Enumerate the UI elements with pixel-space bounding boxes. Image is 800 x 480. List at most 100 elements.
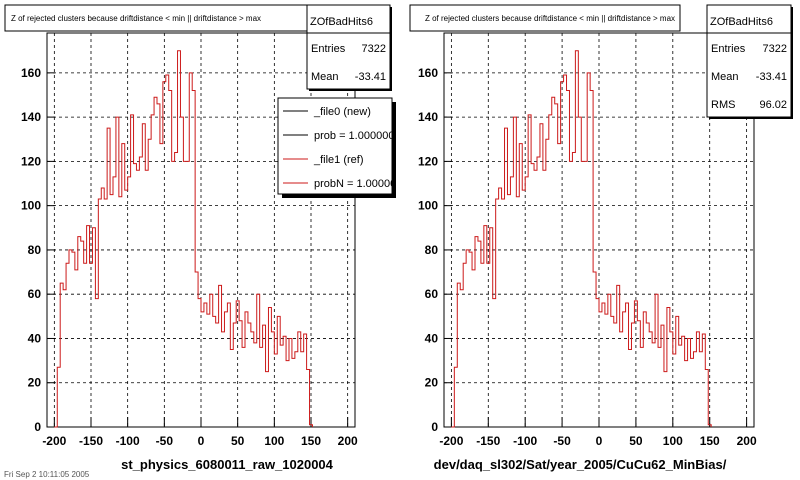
histogram-bin <box>540 124 543 427</box>
histogram-bin <box>60 283 63 427</box>
histogram-bin <box>558 144 561 427</box>
histogram-bin <box>266 372 269 427</box>
histogram-bin <box>207 314 210 427</box>
histogram-bin <box>593 272 596 427</box>
histogram-bin <box>611 316 614 427</box>
x-tick-label: 100 <box>663 434 683 448</box>
histogram-bin <box>528 115 531 427</box>
histogram-bin <box>98 199 101 427</box>
y-tick-label: 60 <box>28 287 42 301</box>
stats-label-entries: Entries <box>311 43 346 55</box>
histogram-bin <box>116 117 119 427</box>
histogram-bin <box>72 252 75 427</box>
histogram-bin <box>125 190 128 427</box>
x-tick-label: 0 <box>596 434 603 448</box>
histogram-bin <box>466 250 469 427</box>
histogram-bin <box>260 347 263 427</box>
histogram-bin <box>505 128 508 427</box>
histogram-bin <box>304 334 307 427</box>
histogram-bin <box>475 237 478 427</box>
histogram-bin <box>652 343 655 427</box>
histogram-bin <box>661 325 664 427</box>
histogram-bin <box>519 144 522 427</box>
histogram-bin <box>673 354 676 427</box>
histogram-bin <box>546 139 549 427</box>
histogram-bin <box>151 115 154 427</box>
histogram-bin <box>516 197 519 427</box>
y-tick-label: 140 <box>21 110 41 124</box>
histogram-bin <box>564 75 567 427</box>
histogram-bin <box>640 347 643 427</box>
histogram-bin <box>623 312 626 427</box>
stats-name: ZOfBadHits6 <box>710 16 773 28</box>
y-tick-label: 0 <box>431 420 438 434</box>
x-tick-label: -200 <box>439 434 463 448</box>
histogram-bin <box>219 285 222 427</box>
y-tick-label: 120 <box>21 154 41 168</box>
y-tick-label: 60 <box>425 287 439 301</box>
histogram-bin <box>95 299 98 427</box>
histogram-bin <box>664 372 667 427</box>
histogram-bin <box>101 188 104 427</box>
histogram-bin <box>552 97 555 427</box>
histogram-bin <box>457 283 460 427</box>
histogram-bin <box>230 350 233 427</box>
x-tick-label: -200 <box>42 434 66 448</box>
right-x-axis-label: dev/daq_sl302/Sat/year_2005/CuCu62_MinBi… <box>434 457 727 472</box>
histogram-bin <box>602 303 605 427</box>
y-tick-label: 100 <box>21 199 41 213</box>
histogram-bin <box>192 91 195 427</box>
histogram-bin <box>487 263 490 427</box>
y-tick-label: 100 <box>418 199 438 213</box>
histogram-bin <box>510 177 513 427</box>
histogram-bin <box>581 161 584 427</box>
stats-box-frame <box>706 4 792 118</box>
histogram-bin <box>478 241 481 427</box>
stats-value-mean: -33.41 <box>355 71 386 83</box>
histogram-bin <box>289 338 292 427</box>
y-tick-label: 80 <box>28 243 42 257</box>
histogram-bin <box>537 157 540 427</box>
histogram-bin <box>213 316 216 427</box>
histogram-bin <box>543 170 546 427</box>
histogram-bin <box>242 347 245 427</box>
legend-frame <box>277 97 393 195</box>
histogram-bin <box>134 164 137 427</box>
histogram-bin <box>90 263 93 427</box>
y-tick-label: 20 <box>425 376 439 390</box>
histogram-bin <box>227 303 230 427</box>
histogram-bin <box>257 294 260 427</box>
histogram-bin <box>561 82 564 427</box>
histogram-bin <box>254 343 257 427</box>
histogram-bin <box>513 117 516 427</box>
histogram-bin <box>631 323 634 427</box>
histogram-bin <box>81 241 84 427</box>
histogram-bin <box>136 170 139 427</box>
x-tick-label: -150 <box>476 434 500 448</box>
x-tick-label: 0 <box>198 434 205 448</box>
histogram-bin <box>107 128 110 427</box>
histogram-bin <box>169 91 172 427</box>
histogram-bin <box>110 195 113 427</box>
right-histogram-panel: Z of rejected clusters because driftdist… <box>409 4 793 472</box>
histogram-bin <box>667 307 670 427</box>
x-tick-label: -100 <box>513 434 537 448</box>
y-tick-label: 160 <box>418 66 438 80</box>
x-tick-label: -50 <box>156 434 174 448</box>
x-tick-label: 150 <box>301 434 321 448</box>
histogram-bin <box>128 177 131 427</box>
legend-entry-label: _file0 (new) <box>313 106 371 118</box>
histogram-bin <box>578 117 581 427</box>
histogram-bin <box>496 199 499 427</box>
stats-value-mean: -33.41 <box>756 71 787 83</box>
histogram-bin <box>245 312 248 427</box>
histogram-bin <box>587 73 590 427</box>
stats-box: ZOfBadHits6 Entries 7322 Mean -33.41 RMS 96.02 <box>706 4 793 119</box>
histogram-bin <box>78 237 81 427</box>
y-tick-label: 20 <box>28 376 42 390</box>
histogram-bin <box>696 332 699 427</box>
histogram-bin <box>198 299 201 427</box>
y-tick-label: 160 <box>21 66 41 80</box>
histogram-bin <box>263 325 266 427</box>
legend-box: _file0 (new) prob = 1.000000 _file1 (ref) p… <box>277 97 396 198</box>
